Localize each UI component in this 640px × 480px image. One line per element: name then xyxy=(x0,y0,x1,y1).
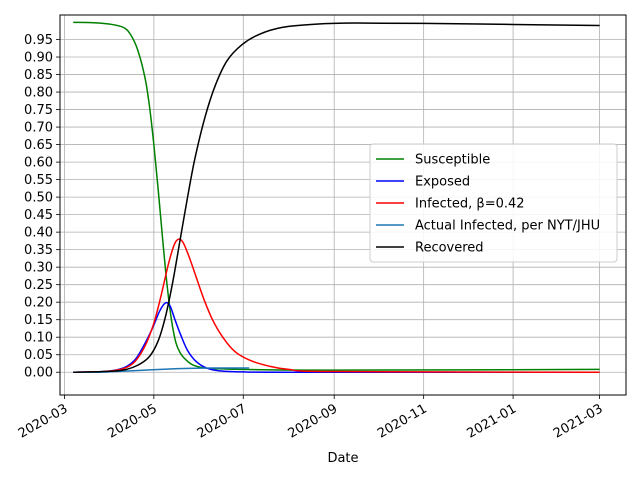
x-tick-label: 2020-03 xyxy=(16,401,71,441)
y-tick-label: 0.20 xyxy=(24,296,53,311)
y-tick-label: 0.95 xyxy=(24,33,53,48)
y-tick-label: 0.90 xyxy=(24,51,53,66)
y-tick-label: 0.15 xyxy=(24,313,53,328)
x-tick-label: 2021-03 xyxy=(551,401,606,441)
y-tick-label: 0.75 xyxy=(24,103,53,118)
series-line-exposed xyxy=(73,301,600,374)
legend-label: Actual Infected, per NYT/JHU xyxy=(415,219,600,234)
y-axis: 0.00 0.05 0.10 0.15 0.20 0.25 0.30 0.35 0.40 0.45… xyxy=(24,33,60,381)
legend-label: Recovered xyxy=(415,241,484,256)
y-tick-label: 0.60 xyxy=(24,156,53,171)
x-axis: 2020-03 2020-05 2020-07 2020-09 2020-11 2021-… xyxy=(16,395,606,442)
y-tick-label: 0.00 xyxy=(24,366,53,381)
series-line-infected-0-42 xyxy=(73,238,600,373)
legend-label: Exposed xyxy=(415,175,470,190)
y-tick-label: 0.80 xyxy=(24,86,53,101)
y-tick-label: 0.85 xyxy=(24,68,53,83)
x-tick-label: 2020-09 xyxy=(286,401,341,441)
y-tick-label: 0.65 xyxy=(24,138,53,153)
y-tick-label: 0.45 xyxy=(24,208,53,223)
series-lines xyxy=(73,21,600,374)
x-tick-label: 2020-05 xyxy=(105,401,160,441)
y-tick-label: 0.25 xyxy=(24,278,53,293)
y-tick-label: 0.40 xyxy=(24,226,53,241)
series-line-susceptible xyxy=(73,21,600,371)
x-tick-label: 2020-07 xyxy=(195,401,250,441)
legend-label: Infected, β=0.42 xyxy=(415,197,525,212)
y-tick-label: 0.50 xyxy=(24,191,53,206)
y-tick-label: 0.55 xyxy=(24,173,53,188)
x-axis-label: Date xyxy=(327,451,358,466)
y-tick-label: 0.70 xyxy=(24,121,53,136)
x-tick-label: 2021-01 xyxy=(465,401,520,441)
legend: Susceptible Exposed Infected, β=0.42 Actual… xyxy=(369,143,618,263)
plot-frame xyxy=(59,14,627,396)
legend-label: Susceptible xyxy=(415,153,490,168)
y-tick-label: 0.35 xyxy=(24,243,53,258)
y-tick-label: 0.30 xyxy=(24,261,53,276)
x-tick-label: 2020-11 xyxy=(375,401,430,441)
series-line-recovered xyxy=(73,22,600,373)
y-tick-label: 0.05 xyxy=(24,348,53,363)
y-tick-label: 0.10 xyxy=(24,331,53,346)
legend-box xyxy=(369,143,618,263)
